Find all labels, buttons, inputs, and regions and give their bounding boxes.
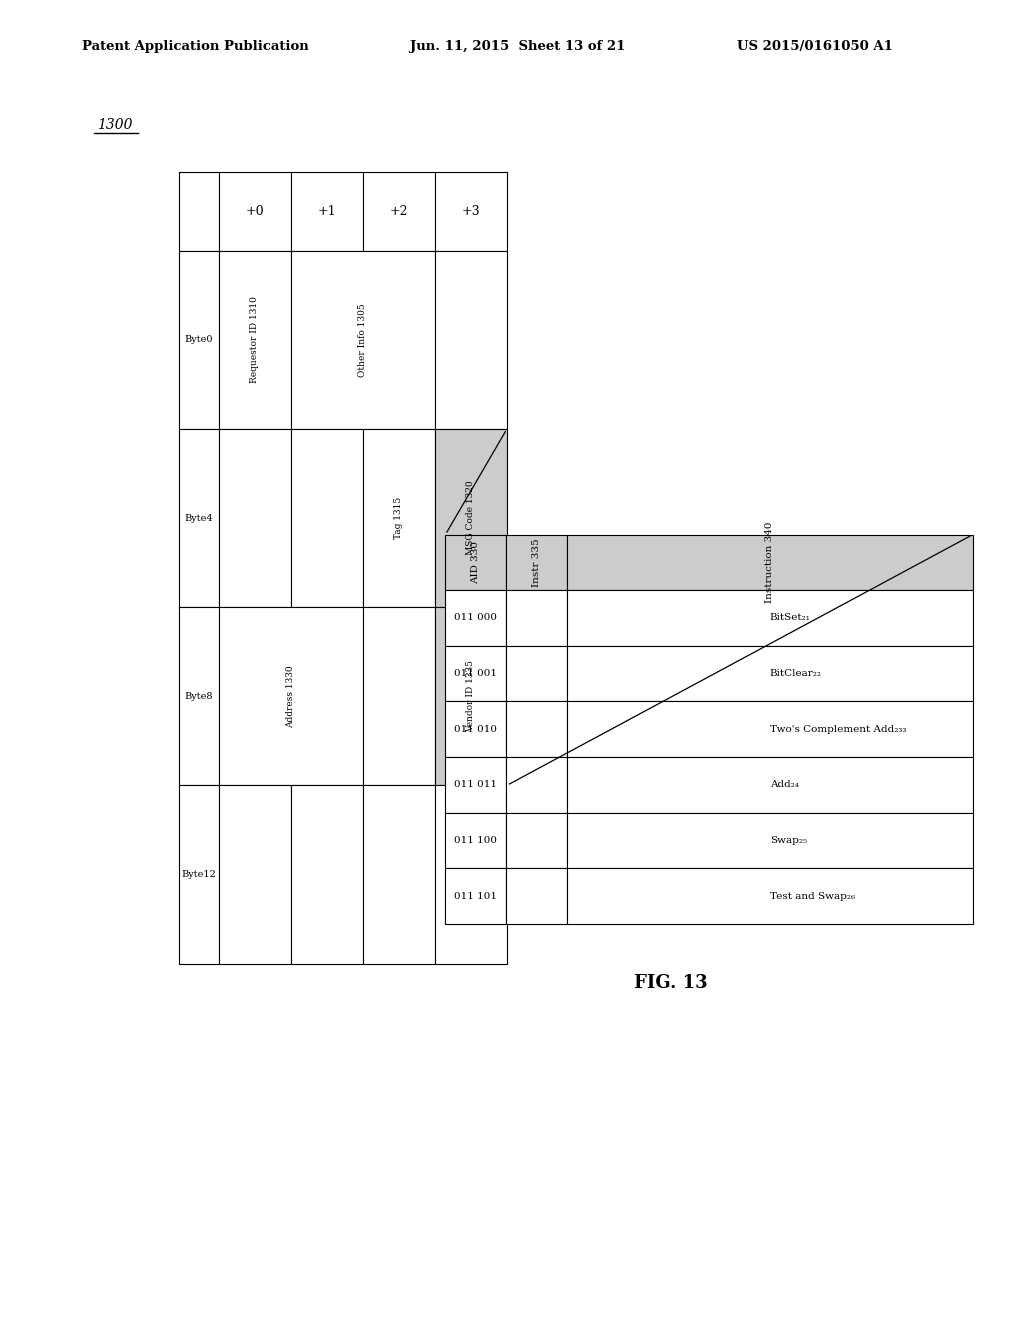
Text: 011 101: 011 101	[455, 891, 498, 900]
Text: Address 1330: Address 1330	[286, 665, 295, 727]
Bar	[445, 645, 506, 701]
Text: MSG Code 1320: MSG Code 1320	[466, 480, 475, 556]
Text: Requestor ID 1310: Requestor ID 1310	[250, 297, 259, 383]
Bar	[566, 590, 973, 645]
Bar	[362, 172, 435, 251]
Bar	[291, 429, 362, 607]
Bar	[445, 756, 506, 813]
Text: 011 010: 011 010	[455, 725, 498, 734]
Bar	[362, 429, 435, 607]
Bar	[218, 607, 362, 785]
Text: Other Info 1305: Other Info 1305	[358, 304, 368, 376]
Bar	[291, 251, 435, 429]
Bar	[445, 869, 506, 924]
Text: Byte4: Byte4	[184, 513, 213, 523]
Text: Test and Swap₂₆: Test and Swap₂₆	[770, 891, 855, 900]
Text: BitSet₂₁: BitSet₂₁	[770, 614, 811, 622]
Text: Jun. 11, 2015  Sheet 13 of 21: Jun. 11, 2015 Sheet 13 of 21	[410, 40, 625, 53]
Bar	[566, 535, 973, 590]
Bar	[435, 172, 507, 251]
Bar	[362, 785, 435, 964]
Bar	[506, 590, 566, 645]
Text: +0: +0	[246, 205, 264, 218]
Bar	[179, 251, 218, 429]
Text: +2: +2	[389, 205, 408, 218]
Bar	[435, 429, 507, 607]
Text: Tag 1315: Tag 1315	[394, 496, 403, 540]
Bar	[566, 645, 973, 701]
Text: Patent Application Publication: Patent Application Publication	[82, 40, 308, 53]
Bar	[506, 645, 566, 701]
Text: Byte12: Byte12	[181, 870, 216, 879]
Bar	[566, 701, 973, 756]
Text: Vendor ID 1335: Vendor ID 1335	[466, 660, 475, 733]
Text: Byte8: Byte8	[184, 692, 213, 701]
Text: AID 330: AID 330	[471, 541, 480, 583]
Bar	[506, 701, 566, 756]
Bar	[566, 869, 973, 924]
Bar	[445, 535, 506, 590]
Text: 1300: 1300	[97, 119, 133, 132]
Bar	[179, 172, 218, 251]
Text: +3: +3	[462, 205, 480, 218]
Text: Instr 335: Instr 335	[531, 539, 541, 586]
Bar	[218, 172, 291, 251]
Bar	[291, 785, 362, 964]
Text: Two's Complement Add₂₃₃: Two's Complement Add₂₃₃	[770, 725, 906, 734]
Text: +1: +1	[317, 205, 336, 218]
Bar	[566, 813, 973, 869]
Bar	[506, 813, 566, 869]
Bar	[218, 785, 291, 964]
Bar	[445, 813, 506, 869]
Text: Byte0: Byte0	[184, 335, 213, 345]
Text: 011 011: 011 011	[455, 780, 498, 789]
Bar	[218, 251, 291, 429]
Bar	[506, 535, 566, 590]
Bar	[445, 590, 506, 645]
Bar	[362, 607, 435, 785]
Text: US 2015/0161050 A1: US 2015/0161050 A1	[737, 40, 893, 53]
Bar	[179, 607, 218, 785]
Text: BitClear₂₂: BitClear₂₂	[770, 669, 822, 678]
Bar	[179, 785, 218, 964]
Text: 011 001: 011 001	[455, 669, 498, 678]
Bar	[291, 172, 362, 251]
Bar	[506, 756, 566, 813]
Text: 011 100: 011 100	[455, 836, 498, 845]
Text: Swap₂₅: Swap₂₅	[770, 836, 807, 845]
Bar	[435, 785, 507, 964]
Text: FIG. 13: FIG. 13	[634, 974, 708, 993]
Text: Add₂₄: Add₂₄	[770, 780, 799, 789]
Bar	[435, 251, 507, 429]
Bar	[218, 429, 291, 607]
Bar	[435, 607, 507, 785]
Bar	[506, 869, 566, 924]
Text: 011 000: 011 000	[455, 614, 498, 622]
Text: Instruction 340: Instruction 340	[765, 521, 774, 603]
Bar	[445, 701, 506, 756]
Bar	[179, 429, 218, 607]
Bar	[566, 756, 973, 813]
